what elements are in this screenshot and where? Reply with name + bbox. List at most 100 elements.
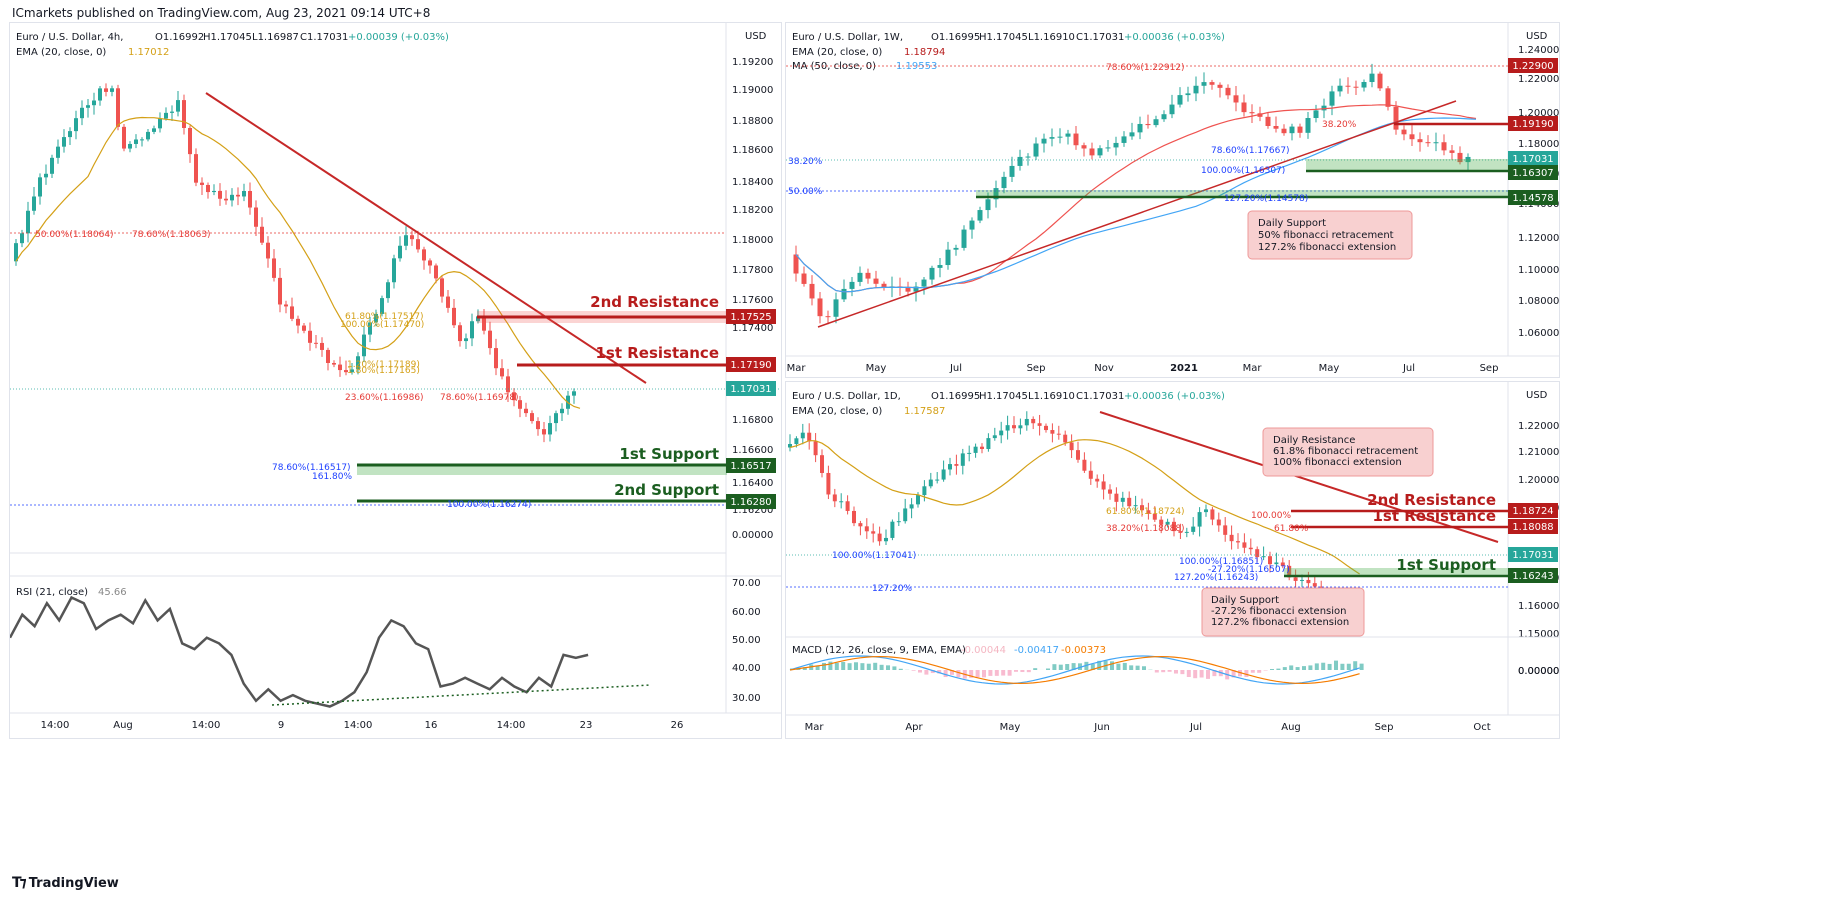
- price-candle: [572, 391, 576, 396]
- fib-label: 38.20%: [788, 157, 823, 167]
- price-candle: [1204, 509, 1208, 513]
- price-candle: [284, 304, 288, 307]
- price-candle: [452, 307, 456, 326]
- price-tag-bg: [1508, 519, 1558, 534]
- price-candle: [794, 438, 799, 445]
- price-candle: [1088, 470, 1093, 479]
- time-axis-label: Oct: [1473, 722, 1490, 733]
- price-candle: [530, 413, 534, 422]
- price-candle: [1297, 126, 1303, 133]
- price-candle: [392, 258, 396, 283]
- price-candle: [488, 330, 492, 349]
- price-candle: [1137, 123, 1143, 133]
- price-tag: 1.17190: [730, 360, 771, 371]
- price-tag: 1.14578: [1512, 193, 1553, 204]
- time-axis-label: Mar: [805, 722, 825, 733]
- time-axis-label: Sep: [1480, 363, 1499, 374]
- time-axis-label: Mar: [787, 363, 807, 374]
- price-candle: [929, 267, 935, 280]
- price-candle: [1185, 93, 1191, 96]
- callout-box: [1247, 210, 1413, 260]
- macd-hist-bar: [1250, 670, 1255, 673]
- symbol-label: Euro / U.S. Dollar, 4h,: [16, 32, 123, 43]
- price-candle: [980, 446, 984, 449]
- price-candle: [935, 479, 940, 481]
- tradingview-brand[interactable]: T⁊ TradingView: [12, 875, 119, 891]
- price-candle: [1377, 73, 1383, 89]
- price-candle: [1280, 562, 1285, 566]
- price-tag-bg: [1508, 116, 1558, 131]
- level-1st-resistance: 1st Resistance: [595, 344, 719, 362]
- price-candle: [839, 501, 844, 503]
- price-candle: [817, 298, 823, 317]
- price-candle: [1401, 129, 1407, 135]
- price-tag: 1.16517: [730, 461, 771, 472]
- price-candle: [1274, 562, 1279, 565]
- macd-hist-bar: [918, 670, 922, 673]
- price-candle: [62, 137, 66, 147]
- fib-label: 100.00%(1.17041): [832, 551, 916, 561]
- price-candle: [1133, 505, 1138, 507]
- support-zone: [357, 465, 727, 475]
- price-candle: [1127, 497, 1132, 507]
- macd-hist-bar: [1270, 668, 1274, 670]
- price-candle: [969, 220, 975, 230]
- macd-hist-bar: [879, 664, 884, 670]
- price-candle: [1441, 142, 1447, 151]
- price-candle: [134, 139, 138, 144]
- callout-line: 50% fibonacci retracement: [1258, 230, 1394, 241]
- chart-1d-panel[interactable]: Euro / U.S. Dollar, 1D, O1.16995 H1.17045 L…: [785, 381, 1560, 739]
- price-axis-label: 1.16600: [732, 445, 773, 456]
- price-candle: [1191, 526, 1196, 532]
- price-candle: [896, 521, 901, 523]
- price-candle: [1449, 150, 1455, 153]
- price-candle: [44, 173, 48, 178]
- price-candle: [554, 413, 558, 424]
- price-candle: [1065, 133, 1071, 137]
- price-candle: [1265, 116, 1271, 127]
- macd-hist-bar: [1180, 670, 1185, 675]
- macd-hist-bar: [1327, 663, 1332, 670]
- macd-hist-bar: [930, 670, 935, 674]
- rsi-trendline: [271, 684, 651, 706]
- price-axis-label: 1.06000: [1518, 328, 1559, 339]
- macd-line: [789, 655, 1360, 685]
- price-candle: [110, 88, 114, 92]
- price-candle: [92, 100, 96, 106]
- price-candle: [512, 392, 516, 401]
- price-candle: [953, 247, 959, 250]
- price-candle: [152, 128, 156, 132]
- price-candle: [1095, 478, 1100, 482]
- price-candle: [50, 157, 54, 174]
- price-candle: [948, 464, 952, 470]
- chart-1w-panel[interactable]: Euro / U.S. Dollar, 1W, O1.16995 H1.17045 L…: [785, 22, 1560, 378]
- price-candle: [1113, 142, 1119, 148]
- ema-line: [795, 104, 1477, 293]
- chart-4h-panel[interactable]: Euro / U.S. Dollar, 4h, O1.16992 H1.17045 L…: [9, 22, 782, 739]
- price-tag-bg: [1508, 190, 1558, 205]
- time-axis-label: May: [866, 363, 887, 374]
- price-tag-bg: [1508, 151, 1558, 166]
- price-candle: [122, 126, 126, 149]
- price-axis-label: 1.16200: [732, 505, 773, 516]
- macd-hist-bar: [982, 670, 986, 678]
- callout-res-line: Daily Resistance: [1273, 435, 1355, 446]
- time-axis-label: May: [1319, 363, 1340, 374]
- price-axis-label: 1.18200: [732, 205, 773, 216]
- callout-sup-line: -27.2% fibonacci extension: [1211, 606, 1347, 617]
- price-candle: [524, 408, 528, 414]
- price-candle: [841, 288, 847, 300]
- price-axis-label: 1.18400: [732, 177, 773, 188]
- price-candle: [1306, 579, 1311, 584]
- price-axis-label: 1.16000: [1518, 601, 1559, 612]
- fib-label: 100.00%: [1251, 511, 1291, 521]
- price-candle: [1017, 156, 1023, 166]
- price-candle: [302, 325, 306, 331]
- symbol-label: Euro / U.S. Dollar, 1W,: [792, 32, 903, 43]
- price-candle: [356, 356, 360, 370]
- price-candle: [865, 272, 871, 279]
- fib-label: 78.60%(1.16978): [440, 393, 519, 403]
